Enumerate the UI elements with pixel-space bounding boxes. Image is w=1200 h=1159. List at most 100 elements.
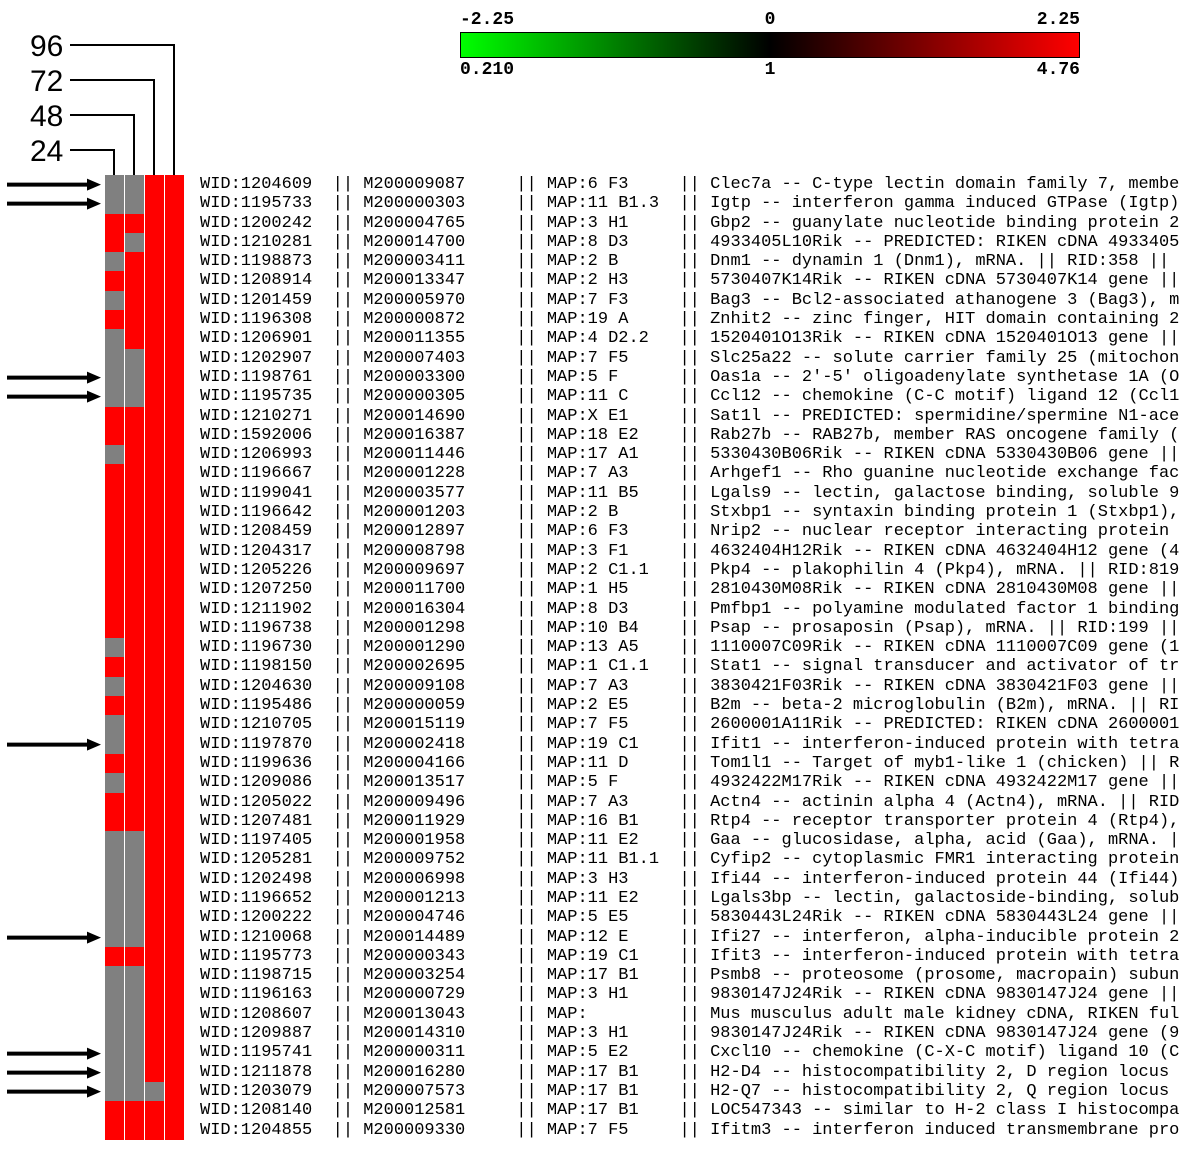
heatmap-cell bbox=[125, 580, 145, 599]
gene-row: WID:1199636 || M200004166 || MAP:11 D ||… bbox=[200, 754, 1179, 773]
heatmap-cell bbox=[105, 928, 125, 947]
heatmap-cell bbox=[165, 407, 185, 426]
heatmap-cell bbox=[105, 1005, 125, 1024]
heatmap-cell bbox=[145, 870, 165, 889]
heatmap-cell bbox=[165, 928, 185, 947]
heatmap-cell bbox=[125, 387, 145, 406]
gene-row: WID:1205022 || M200009496 || MAP:7 A3 ||… bbox=[200, 793, 1179, 812]
heatmap-cell bbox=[145, 175, 165, 194]
heatmap-cell bbox=[145, 1063, 165, 1082]
heatmap-cell bbox=[105, 1043, 125, 1062]
heatmap-cell bbox=[165, 271, 185, 290]
heatmap-cell bbox=[125, 464, 145, 483]
gene-row: WID:1200242 || M200004765 || MAP:3 H1 ||… bbox=[200, 214, 1179, 233]
heatmap-cell bbox=[105, 349, 125, 368]
heatmap-cell bbox=[145, 1121, 165, 1140]
gene-row: WID:1196730 || M200001290 || MAP:13 A5 |… bbox=[200, 638, 1179, 657]
gene-row: WID:1197405 || M200001958 || MAP:11 E2 |… bbox=[200, 831, 1179, 850]
heatmap-cell bbox=[145, 773, 165, 792]
heatmap-cell bbox=[145, 947, 165, 966]
gene-row: WID:1195735 || M200000305 || MAP:11 C ||… bbox=[200, 387, 1179, 406]
heatmap-cell bbox=[145, 1082, 165, 1101]
heatmap-cell bbox=[105, 850, 125, 869]
legend-bottom-min: 0.210 bbox=[460, 60, 514, 80]
heatmap-cell bbox=[125, 985, 145, 1004]
heatmap-cell bbox=[165, 889, 185, 908]
gene-row: WID:1198715 || M200003254 || MAP:17 B1 |… bbox=[200, 966, 1179, 985]
heatmap-cell bbox=[105, 368, 125, 387]
heatmap-cell bbox=[165, 387, 185, 406]
gene-row: WID:1195486 || M200000059 || MAP:2 E5 ||… bbox=[200, 696, 1179, 715]
heatmap-cell bbox=[165, 522, 185, 541]
heatmap-cell bbox=[145, 503, 165, 522]
heatmap-cell bbox=[145, 271, 165, 290]
heatmap-cell bbox=[165, 542, 185, 561]
heatmap-cell bbox=[105, 754, 125, 773]
heatmap-cell bbox=[165, 426, 185, 445]
heatmap-cell bbox=[165, 966, 185, 985]
heatmap-cell bbox=[125, 503, 145, 522]
legend-gradient-bar bbox=[460, 32, 1080, 58]
heatmap-cell bbox=[165, 349, 185, 368]
gene-row: WID:1196738 || M200001298 || MAP:10 B4 |… bbox=[200, 619, 1179, 638]
gene-row: WID:1196667 || M200001228 || MAP:7 A3 ||… bbox=[200, 464, 1179, 483]
gene-row: WID:1195773 || M200000343 || MAP:19 C1 |… bbox=[200, 947, 1179, 966]
heatmap-cell bbox=[105, 464, 125, 483]
heatmap-cell bbox=[145, 368, 165, 387]
heatmap-cell bbox=[125, 271, 145, 290]
heatmap-cell bbox=[165, 1043, 185, 1062]
heatmap-cell bbox=[125, 831, 145, 850]
heatmap-cell bbox=[125, 252, 145, 271]
heatmap-cell bbox=[105, 561, 125, 580]
heatmap-cell bbox=[105, 1063, 125, 1082]
heatmap-cell bbox=[165, 445, 185, 464]
gene-row: WID:1196163 || M200000729 || MAP:3 H1 ||… bbox=[200, 985, 1179, 1004]
heatmap-cell bbox=[105, 445, 125, 464]
heatmap-cell bbox=[125, 754, 145, 773]
heatmap-cell bbox=[165, 464, 185, 483]
heatmap-cell bbox=[145, 1043, 165, 1062]
heatmap-cell bbox=[165, 850, 185, 869]
heatmap-cell bbox=[105, 735, 125, 754]
heatmap-cell bbox=[145, 638, 165, 657]
heatmap-cell bbox=[125, 484, 145, 503]
heatmap-cell bbox=[145, 831, 165, 850]
gene-row: WID:1198873 || M200003411 || MAP:2 B || … bbox=[200, 252, 1179, 271]
heatmap-cell bbox=[165, 754, 185, 773]
heatmap-cell bbox=[145, 715, 165, 734]
heatmap-grid bbox=[105, 175, 185, 1140]
heatmap-cell bbox=[125, 850, 145, 869]
heatmap-cell bbox=[145, 754, 165, 773]
heatmap-cell bbox=[105, 870, 125, 889]
heatmap-cell bbox=[125, 870, 145, 889]
row-arrow-icon bbox=[5, 1082, 101, 1101]
gene-row: WID:1210281 || M200014700 || MAP:8 D3 ||… bbox=[200, 233, 1179, 252]
legend-top-mid: 0 bbox=[765, 10, 776, 30]
heatmap-cell bbox=[145, 445, 165, 464]
gene-row: WID:1195741 || M200000311 || MAP:5 E2 ||… bbox=[200, 1043, 1179, 1062]
heatmap-cell bbox=[105, 793, 125, 812]
heatmap-cell bbox=[145, 349, 165, 368]
heatmap-cell bbox=[125, 233, 145, 252]
row-arrow-icon bbox=[5, 387, 101, 406]
heatmap-cell bbox=[105, 233, 125, 252]
heatmap-cell bbox=[165, 1101, 185, 1120]
heatmap-cell bbox=[145, 677, 165, 696]
heatmap-cell bbox=[105, 1024, 125, 1043]
heatmap-cell bbox=[125, 889, 145, 908]
heatmap-cell bbox=[125, 619, 145, 638]
heatmap-cell bbox=[105, 715, 125, 734]
legend-top-min: -2.25 bbox=[460, 10, 514, 30]
heatmap-cell bbox=[105, 677, 125, 696]
gene-row: WID:1202498 || M200006998 || MAP:3 H3 ||… bbox=[200, 870, 1179, 889]
row-arrow-icon bbox=[5, 194, 101, 213]
legend-bottom-labels: 0.210 1 4.76 bbox=[460, 60, 1080, 82]
heatmap-cell bbox=[125, 793, 145, 812]
heatmap-cell bbox=[125, 600, 145, 619]
heatmap-cell bbox=[105, 657, 125, 676]
heatmap-cell bbox=[125, 522, 145, 541]
heatmap-cell bbox=[105, 831, 125, 850]
heatmap-cell bbox=[125, 1005, 145, 1024]
heatmap-cell bbox=[105, 252, 125, 271]
color-scale-legend: -2.25 0 2.25 0.210 1 4.76 bbox=[460, 10, 1080, 82]
